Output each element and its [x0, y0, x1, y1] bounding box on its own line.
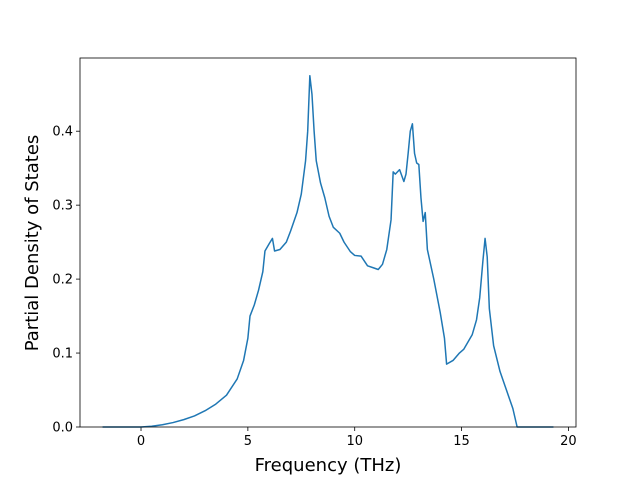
y-tick-label: 0.4	[52, 125, 73, 140]
axes-frame	[79, 57, 577, 428]
y-tick-label: 0.1	[52, 347, 73, 362]
x-axis-label: Frequency (THz)	[255, 455, 402, 476]
x-tick-label: 20	[560, 434, 577, 449]
y-tick-label: 0.3	[52, 199, 73, 214]
y-tick-label: 0.2	[52, 273, 73, 288]
x-tick-label: 0	[137, 434, 145, 449]
x-tick-label: 10	[346, 434, 363, 449]
y-axis-label: Partial Density of States	[22, 135, 43, 352]
x-tick-label: 15	[453, 434, 470, 449]
x-tick-label: 5	[244, 434, 252, 449]
y-tick-label: 0.0	[52, 421, 73, 436]
line	[102, 74, 554, 428]
